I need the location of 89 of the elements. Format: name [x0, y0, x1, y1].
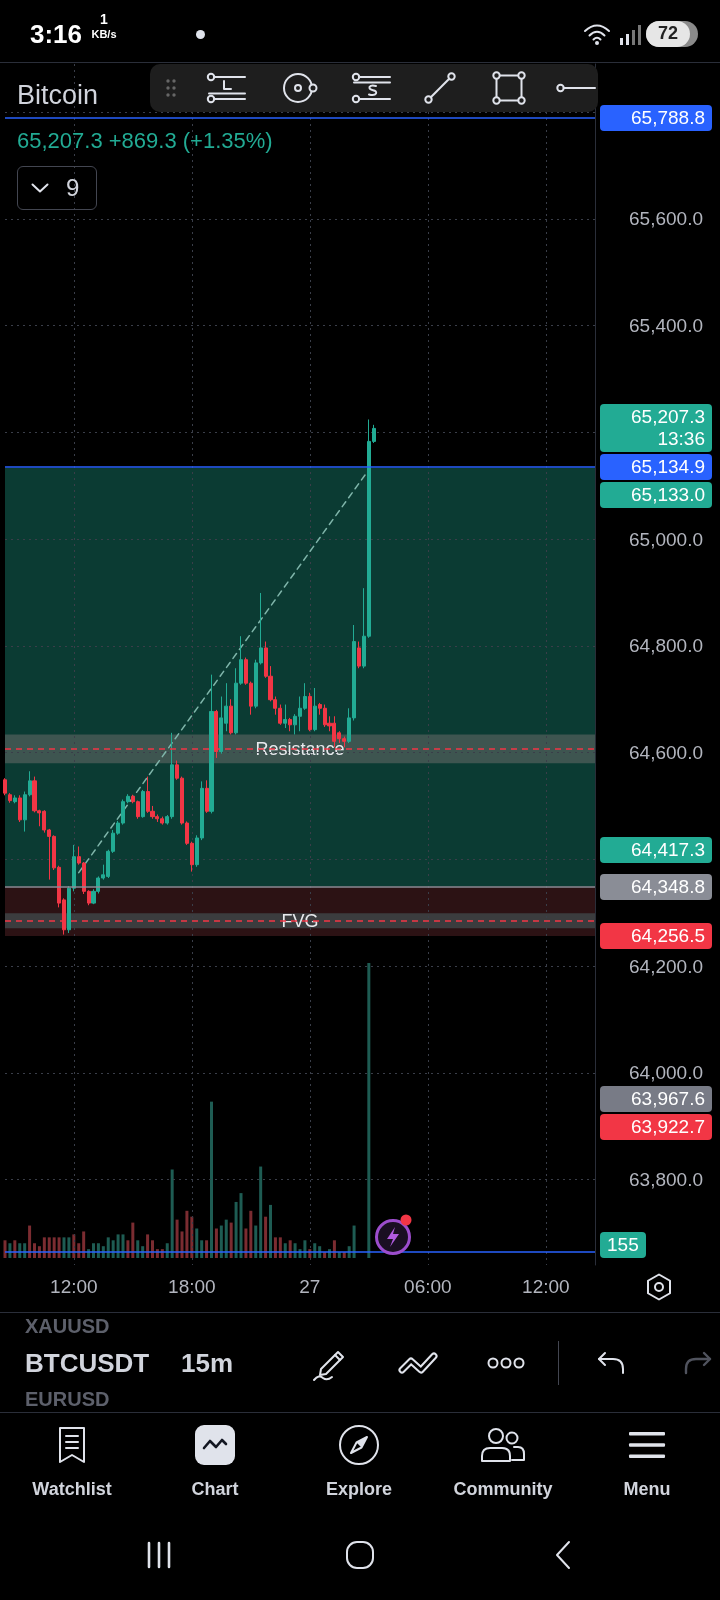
- bar: [259, 1166, 263, 1258]
- bar: [254, 1225, 258, 1258]
- candlestick: [357, 641, 361, 669]
- text: 64,417.3: [600, 837, 712, 863]
- bar: [3, 1240, 7, 1258]
- text: XAUUSD: [25, 1315, 110, 1338]
- x-tick-label: 12:00: [522, 1276, 570, 1297]
- text: BTCUSDT: [25, 1348, 150, 1378]
- y-tick-label: 65,600.0: [629, 208, 703, 230]
- candlestick: [141, 789, 145, 819]
- candlestick: [13, 794, 17, 804]
- bar: [195, 1228, 199, 1258]
- candlestick: [205, 779, 209, 814]
- ref-line-label: 65,788.8: [600, 105, 712, 132]
- bar: [47, 1237, 51, 1258]
- text: 155: [600, 1232, 646, 1258]
- text: KB/s: [91, 28, 117, 41]
- text: 65,207.3 +869.3 (+1.35%): [17, 128, 273, 153]
- bar: [239, 1193, 243, 1258]
- bar: [249, 1210, 253, 1258]
- bar: [131, 1222, 135, 1258]
- bar: [28, 1225, 32, 1258]
- text: 63,922.7: [600, 1113, 712, 1140]
- bar: [146, 1234, 150, 1258]
- x-tick-label: 27: [299, 1276, 321, 1297]
- x-tick-label: 06:00: [404, 1276, 452, 1297]
- y-tick-label: 65,400.0: [629, 315, 703, 337]
- y-tick-label: 65,000.0: [629, 528, 703, 550]
- bar: [269, 1204, 272, 1258]
- bar: [106, 1237, 110, 1258]
- x-tick-label: 18:00: [168, 1276, 216, 1297]
- bar: [219, 1225, 223, 1258]
- bar: [229, 1222, 233, 1258]
- candlestick: [3, 777, 7, 796]
- bar: [57, 1237, 61, 1258]
- text: Community: [453, 1479, 553, 1500]
- bar: [244, 1228, 248, 1258]
- text: 1: [100, 11, 108, 27]
- candlestick: [8, 792, 12, 804]
- bar: [224, 1219, 228, 1258]
- ref-line-label: 64,348.8: [600, 873, 712, 900]
- bar: [214, 1228, 218, 1258]
- y-tick-label: 64,600.0: [629, 742, 703, 764]
- text: Explore: [325, 1479, 393, 1500]
- candlestick: [209, 674, 214, 814]
- candlestick: [229, 698, 233, 735]
- bar: [273, 1237, 277, 1258]
- bar: [116, 1234, 120, 1258]
- text: Watchlist: [32, 1479, 112, 1500]
- bar: [234, 1201, 238, 1258]
- bar: [52, 1237, 56, 1258]
- text: Bitcoin: [17, 80, 99, 111]
- bar: [170, 1169, 174, 1258]
- y-tick-label: 64,000.0: [629, 1062, 703, 1084]
- candlestick: [313, 687, 317, 732]
- text: 65,207.3 13:36: [600, 404, 712, 452]
- annotation: 9: [66, 174, 80, 202]
- y-tick-label: 64,200.0: [629, 955, 703, 977]
- bar: [175, 1219, 179, 1258]
- bar: [367, 963, 371, 1258]
- text: Menu: [623, 1479, 671, 1500]
- bar: [121, 1234, 125, 1258]
- bar: [352, 1225, 356, 1258]
- y-tick-label: 64,800.0: [629, 635, 703, 657]
- bar: [62, 1237, 66, 1258]
- band-label: Resistance: [255, 738, 345, 759]
- text: 65,133.0: [600, 482, 712, 509]
- text: 63,967.6: [600, 1085, 712, 1112]
- bar: [82, 1231, 86, 1258]
- bar: [67, 1237, 71, 1258]
- text: 15m: [181, 1348, 234, 1378]
- text: Chart: [191, 1479, 239, 1500]
- text: 3:16: [30, 19, 83, 49]
- band-label: FVG: [281, 910, 319, 931]
- bar: [278, 1237, 282, 1258]
- ref-line-label: 65,134.9: [600, 454, 712, 481]
- y-tick-label: 63,800.0: [629, 1169, 703, 1191]
- bar: [185, 1210, 189, 1258]
- text: EURUSD: [25, 1388, 110, 1411]
- candlestick: [288, 717, 292, 732]
- x-tick-label: 12:00: [50, 1276, 98, 1297]
- candlestick: [283, 704, 287, 729]
- text: 64,256.5: [600, 923, 712, 949]
- bar: [210, 1101, 213, 1258]
- bar: [264, 1216, 268, 1258]
- candlestick: [308, 692, 312, 732]
- candlestick: [18, 794, 22, 823]
- bar: [42, 1237, 46, 1258]
- text: 72: [657, 23, 679, 44]
